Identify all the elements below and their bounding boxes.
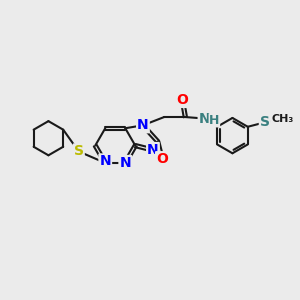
Text: H: H [209, 114, 220, 127]
Text: O: O [156, 152, 168, 166]
Text: S: S [260, 116, 270, 129]
Text: CH₃: CH₃ [272, 114, 294, 124]
Text: O: O [176, 93, 188, 107]
Text: N: N [119, 156, 131, 170]
Text: N: N [199, 112, 210, 125]
Text: N: N [137, 118, 149, 132]
Text: S: S [74, 145, 84, 158]
Text: N: N [147, 143, 159, 157]
Text: N: N [99, 154, 111, 169]
